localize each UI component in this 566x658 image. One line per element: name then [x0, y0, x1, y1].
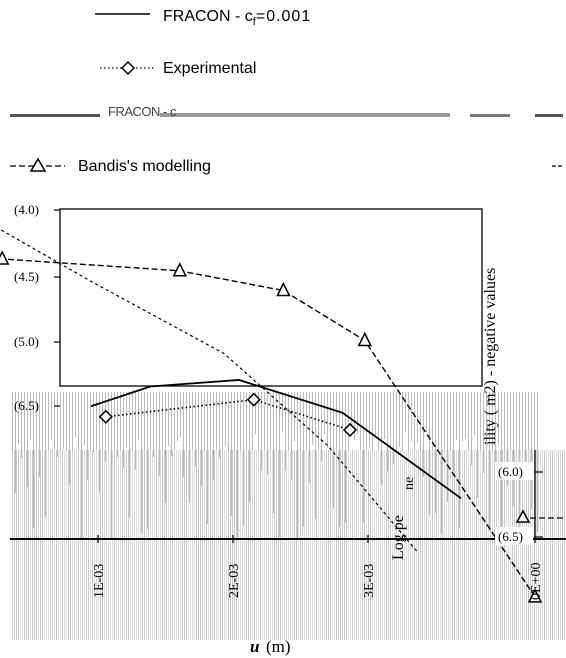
y-axis-title-fragment-3: ility ( m2) - negative values [482, 268, 499, 445]
y-right-tick-bg-1 [495, 527, 533, 545]
legend-label-fracon-0: FRACON - c [108, 104, 176, 119]
series-0-point-1 [357, 331, 373, 347]
y-axis-title-fragment-1: Log pe [390, 515, 407, 560]
x-tick-label-0: 0E+00 [529, 563, 544, 600]
series-1-point-0 [342, 422, 358, 437]
series-layer [0, 228, 543, 603]
legend-label-experimental: Experimental [163, 60, 257, 77]
ticks-layer: 0E+00 1E-03 2E-03 3E-03 (4.0) (4.5) (5.0) (6.5)… [14, 202, 566, 600]
y-left-tick-label-1: (4.5) [14, 269, 39, 284]
y-axis-title-fragment-2: ne [402, 477, 417, 490]
legend-swatch-bandis [10, 157, 65, 172]
legend-label-bandis: Bandis's modelling [78, 158, 211, 175]
series-0-point-4 [0, 250, 10, 265]
series-1-point-2 [98, 409, 113, 424]
legend-swatch-experimental [100, 60, 155, 76]
x-axis-var: u [250, 637, 259, 656]
y-left-tick-label-2: (5.0) [14, 334, 39, 349]
series-0-point-3 [172, 262, 188, 277]
y-left-tick-label-0: (4.0) [14, 202, 39, 217]
plot-frame [59, 208, 483, 387]
series-2-line [90, 379, 462, 500]
x-tick-label-2: 2E-03 [227, 564, 242, 598]
y-axis-title: Log pe ne ility ( m2) - negative values [390, 268, 499, 560]
series-0-point-2 [276, 281, 291, 297]
y-right-tick-bg-0 [495, 462, 533, 480]
y-right-tick-label-0: (6.0) [498, 464, 523, 479]
x-tick-label-3: 3E-03 [362, 564, 377, 598]
legend-swatch-fracon-001 [95, 13, 150, 15]
x-tick-label-1: 1E-03 [92, 564, 107, 598]
series-0-point-0 [527, 588, 543, 603]
series-0-offscale-point [515, 509, 531, 523]
series-1-point-1 [246, 392, 261, 407]
legend-right-dash [552, 165, 564, 167]
series-3-line [0, 228, 418, 552]
legend-row-garbled [10, 113, 563, 117]
y-left-tick-label-3: (6.5) [14, 398, 39, 413]
series-0-line [2, 258, 536, 598]
x-axis-unit: (m) [266, 637, 291, 656]
x-axis-title: u (m) [250, 637, 291, 656]
y-right-tick-label-1: (6.5) [498, 529, 523, 544]
legend-label-fracon-001: FRACON - cf=0.001 [163, 8, 312, 29]
